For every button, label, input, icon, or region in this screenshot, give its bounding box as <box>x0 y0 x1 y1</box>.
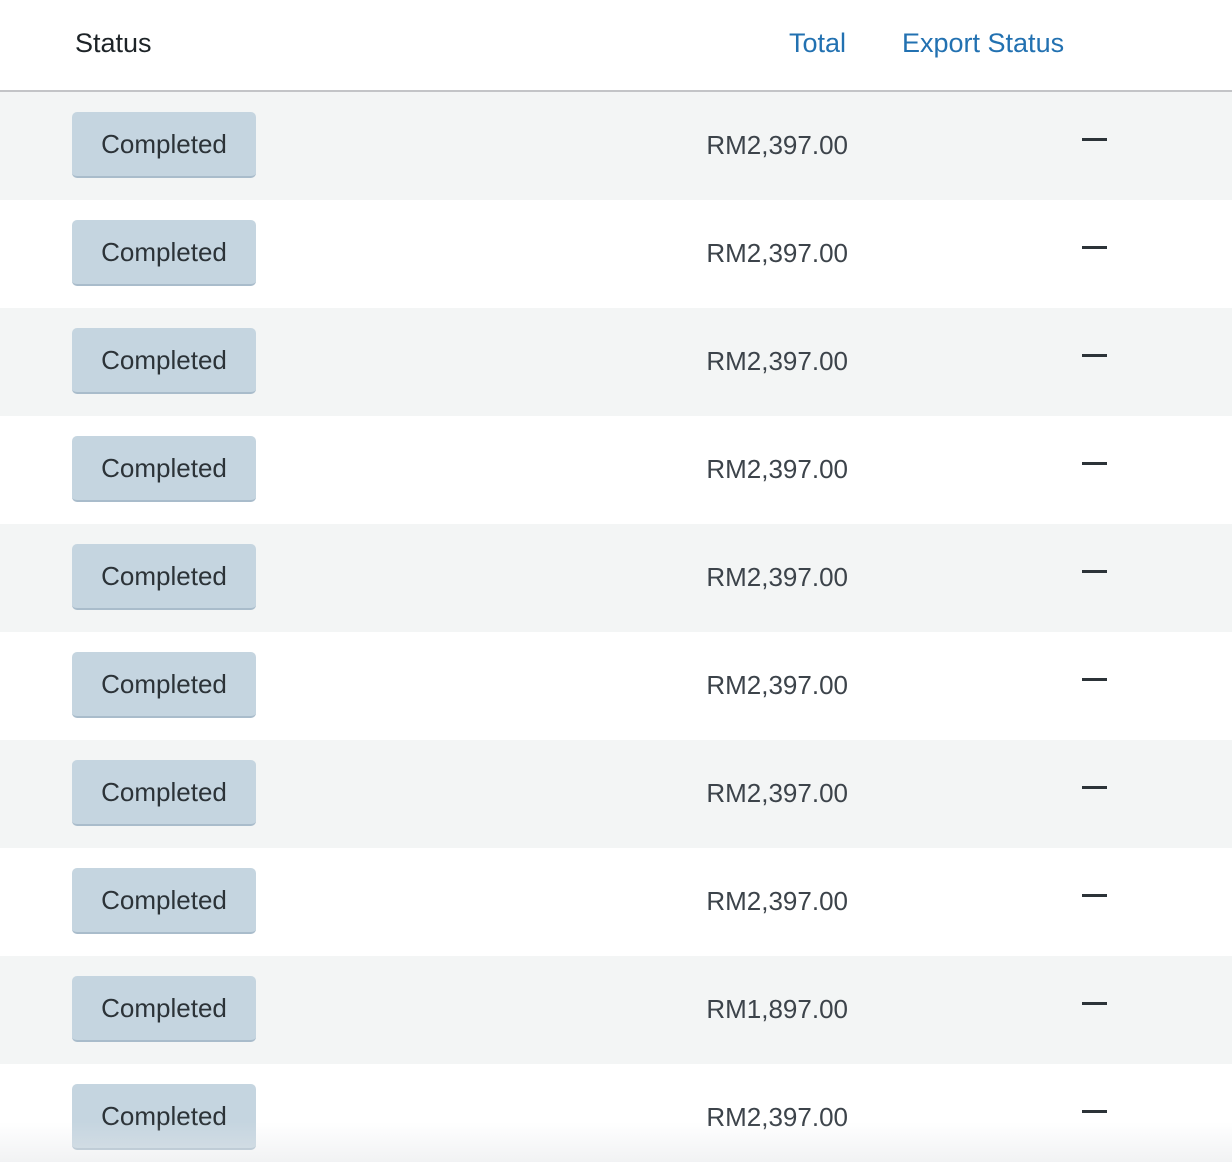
status-badge[interactable]: Completed <box>72 1084 256 1150</box>
table-row[interactable]: Completed RM2,397.00 <box>0 200 1232 308</box>
order-total: RM2,397.00 <box>706 670 848 700</box>
status-badge[interactable]: Completed <box>72 112 256 178</box>
dash-icon <box>1082 678 1107 681</box>
status-badge[interactable]: Completed <box>72 328 256 394</box>
dash-icon <box>1082 354 1107 357</box>
table-row[interactable]: Completed RM2,397.00 <box>0 416 1232 524</box>
column-header-export-status[interactable]: Export Status <box>902 28 1065 58</box>
status-badge[interactable]: Completed <box>72 760 256 826</box>
column-header-total[interactable]: Total <box>788 28 846 58</box>
dash-icon <box>1082 1002 1107 1005</box>
table-row[interactable]: Completed RM2,397.00 <box>0 632 1232 740</box>
dash-icon <box>1082 570 1107 573</box>
status-badge[interactable]: Completed <box>72 436 256 502</box>
table-row[interactable]: Completed RM2,397.00 <box>0 848 1232 956</box>
order-total: RM2,397.00 <box>706 886 848 916</box>
status-badge[interactable]: Completed <box>72 652 256 718</box>
order-total: RM2,397.00 <box>706 454 848 484</box>
table-row[interactable]: Completed RM2,397.00 <box>0 1064 1232 1162</box>
table-row[interactable]: Completed RM2,397.00 <box>0 308 1232 416</box>
column-header-status: Status <box>75 28 152 58</box>
dash-icon <box>1082 138 1107 141</box>
table-row[interactable]: Completed RM2,397.00 <box>0 740 1232 848</box>
order-total: RM2,397.00 <box>706 1102 848 1132</box>
order-total: RM2,397.00 <box>706 346 848 376</box>
status-badge[interactable]: Completed <box>72 544 256 610</box>
dash-icon <box>1082 1110 1107 1113</box>
status-badge[interactable]: Completed <box>72 220 256 286</box>
order-total: RM2,397.00 <box>706 130 848 160</box>
dash-icon <box>1082 894 1107 897</box>
status-badge[interactable]: Completed <box>72 868 256 934</box>
status-badge[interactable]: Completed <box>72 976 256 1042</box>
table-row[interactable]: Completed RM1,897.00 <box>0 956 1232 1064</box>
order-total: RM2,397.00 <box>706 562 848 592</box>
dash-icon <box>1082 462 1107 465</box>
order-total: RM1,897.00 <box>706 994 848 1024</box>
order-total: RM2,397.00 <box>706 238 848 268</box>
order-total: RM2,397.00 <box>706 778 848 808</box>
dash-icon <box>1082 246 1107 249</box>
table-body: Completed RM2,397.00 Completed RM2,397.0… <box>0 92 1232 1162</box>
table-header: Status Total Export Status <box>0 0 1232 92</box>
table-row[interactable]: Completed RM2,397.00 <box>0 92 1232 200</box>
table-row[interactable]: Completed RM2,397.00 <box>0 524 1232 632</box>
dash-icon <box>1082 786 1107 789</box>
